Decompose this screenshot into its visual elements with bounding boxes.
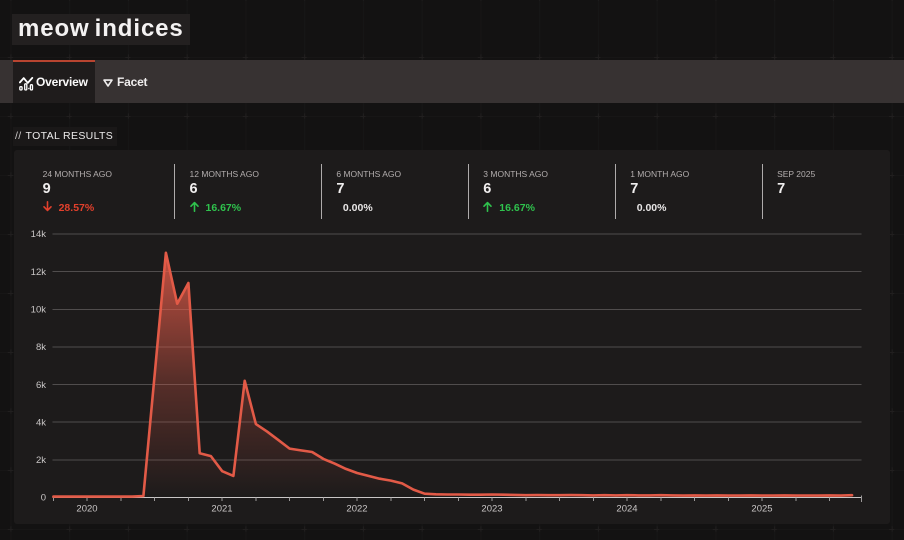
svg-text:2021: 2021 bbox=[211, 504, 232, 515]
svg-text:0: 0 bbox=[41, 493, 46, 504]
svg-text:10k: 10k bbox=[31, 305, 47, 316]
svg-text:2020: 2020 bbox=[76, 504, 97, 515]
svg-text:8k: 8k bbox=[36, 342, 46, 353]
svg-text:2025: 2025 bbox=[751, 504, 772, 515]
svg-text:2022: 2022 bbox=[346, 504, 367, 515]
svg-text:14k: 14k bbox=[31, 229, 47, 240]
svg-text:2023: 2023 bbox=[481, 504, 502, 515]
svg-text:2k: 2k bbox=[36, 455, 46, 466]
svg-text:2024: 2024 bbox=[616, 504, 637, 515]
svg-text:4k: 4k bbox=[36, 417, 46, 428]
svg-text:6k: 6k bbox=[36, 380, 46, 391]
svg-text:12k: 12k bbox=[31, 267, 47, 278]
